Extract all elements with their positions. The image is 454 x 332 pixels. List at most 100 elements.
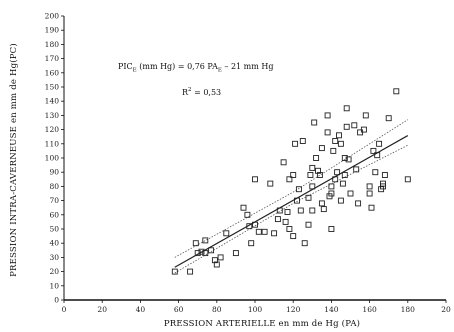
data-point [208,247,215,254]
data-point [171,268,178,275]
y-tick-label: 110 [45,139,60,148]
data-point [328,190,335,197]
data-point [294,197,300,204]
x-tick-label: 160 [362,305,377,314]
y-tick-label: 60 [49,210,59,219]
data-point [372,169,379,176]
regression-line-group [174,135,409,268]
data-point [305,194,312,201]
data-point [353,166,360,173]
data-point [343,105,350,112]
x-axis-title: PRESSION ARTERIELLE en mm de Hg (PA) [164,318,360,329]
y-tick-label: 20 [49,267,59,276]
data-point [309,207,316,214]
r-squared-label: R2 = 0,53 [182,87,221,97]
data-point [324,129,331,136]
data-point [217,254,224,261]
data-point [315,167,321,174]
x-tick-label: 20 [97,305,107,314]
data-point [246,223,253,230]
data-point [187,268,194,275]
data-point [370,147,377,154]
y-tick-label: 80 [49,182,59,191]
data-point [385,115,392,122]
data-point [313,155,320,161]
data-point [366,190,373,197]
confidence-band [174,119,409,274]
data-point [276,207,283,214]
y-tick-label: 170 [45,54,60,63]
data-point [267,180,274,187]
x-tick-label: 60 [174,305,184,314]
data-point [280,159,287,166]
data-point [286,226,293,232]
data-point [355,200,362,207]
y-tick-label: 130 [45,111,60,120]
data-point [252,221,258,228]
data-point [339,180,346,187]
tick-marks [61,15,447,303]
data-point [328,183,335,190]
data-point [301,240,308,247]
y-tick-label: 70 [49,196,59,205]
data-point [380,180,386,187]
data-point [366,183,373,190]
y-tick-label: 190 [45,26,60,35]
data-point [286,176,293,183]
data-point [332,176,339,183]
data-point [341,172,348,178]
data-point [332,138,339,144]
data-point [307,172,314,178]
data-point [337,140,344,147]
y-tick-label: 160 [45,68,60,77]
y-tick-label: 200 [45,12,60,21]
data-point [324,112,331,119]
data-point [351,122,358,129]
data-point [198,248,205,255]
y-tick-label: 140 [45,97,60,106]
data-point [337,197,344,204]
y-tick-label: 40 [49,239,59,248]
data-point [292,140,299,147]
data-point [360,126,367,133]
data-point [282,218,289,225]
data-point [274,216,281,223]
data-point [330,147,337,154]
data-point [368,204,375,211]
y-tick-label: 180 [45,40,60,49]
axes [63,16,446,301]
x-tick-label: 20 [441,305,451,314]
regression-line [174,135,409,268]
y-tick-label: 100 [45,154,60,163]
data-point [336,132,342,139]
y-tick-label: 30 [49,253,59,262]
data-point [404,176,411,183]
data-point [309,183,316,190]
y-tick-label: 90 [49,168,59,177]
data-point [341,155,348,161]
data-point [362,112,369,119]
y-tick-label: 0 [54,296,59,305]
y-tick-label: 120 [45,125,60,134]
data-point [334,169,341,176]
x-tick-label: 120 [286,305,301,314]
x-tick-label: 140 [324,305,339,314]
data-point [202,237,209,244]
data-point [290,172,297,178]
data-point [318,145,325,152]
data-point [297,207,304,214]
data-point [393,88,400,95]
tick-labels: 0 10 20 30 40 50 60 70 80 90 100 110 120 130 140 150 160… [45,12,451,315]
y-tick-label: 10 [49,281,59,290]
data-point [213,261,220,268]
data-point [320,206,327,213]
x-tick-label: 40 [136,305,146,314]
data-point [374,152,381,159]
data-point [255,228,262,235]
x-tick-label: 0 [62,305,67,314]
data-point [345,156,352,163]
data-point [311,119,318,126]
data-point [316,172,323,178]
data-point [309,164,316,171]
